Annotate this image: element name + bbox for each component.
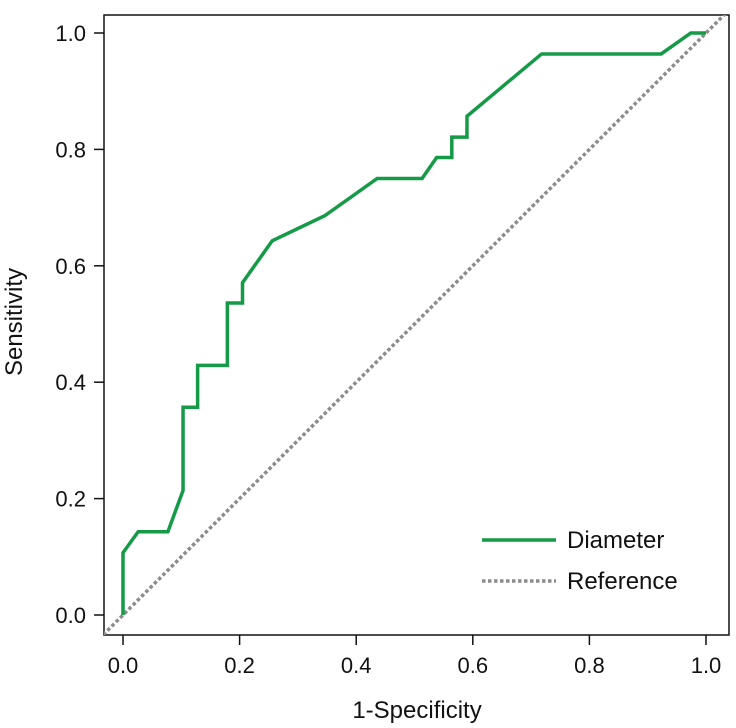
x-tick-label: 0.8: [574, 653, 605, 678]
y-tick-label: 0.0: [55, 603, 86, 628]
x-tick-label: 0.0: [108, 653, 139, 678]
x-axis: 0.0 0.2 0.4 0.6 0.8 1.0: [108, 635, 722, 678]
x-tick-label: 0.2: [224, 653, 255, 678]
y-tick-label: 0.4: [55, 370, 86, 395]
y-axis-title: Sensitivity: [1, 268, 28, 376]
y-tick-label: 0.8: [55, 137, 86, 162]
legend: Diameter Reference: [482, 527, 678, 595]
series-line-reference: [104, 15, 727, 635]
legend-label-diameter: Diameter: [567, 527, 664, 554]
y-axis: 0.0 0.2 0.4 0.6 0.8 1.0: [55, 21, 104, 628]
y-tick-label: 0.6: [55, 254, 86, 279]
y-tick-label: 0.2: [55, 487, 86, 512]
series-line-diameter: [121, 31, 706, 615]
y-tick-label: 1.0: [55, 21, 86, 46]
plot-frame: [103, 14, 730, 636]
series-layer: [104, 15, 727, 635]
legend-label-reference: Reference: [567, 568, 678, 595]
x-tick-label: 0.6: [458, 653, 489, 678]
x-tick-label: 0.4: [341, 653, 372, 678]
x-axis-title: 1-Specificity: [352, 697, 481, 724]
x-tick-label: 1.0: [691, 653, 722, 678]
